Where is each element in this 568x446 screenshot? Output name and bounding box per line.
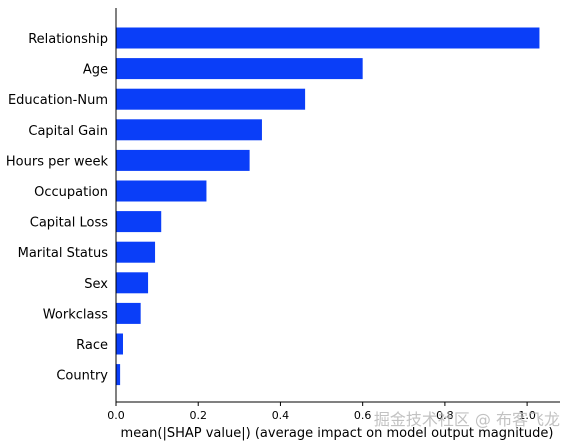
category-label: Capital Gain [28,124,108,139]
category-label: Occupation [34,185,108,200]
x-tick-label: 1.0 [518,409,536,422]
x-axis-title: mean(|SHAP value|) (average impact on mo… [121,426,554,441]
category-label: Race [76,338,108,353]
category-label: Relationship [28,32,108,47]
x-tick-label: 0.6 [354,409,372,422]
x-tick-label: 0.0 [107,409,125,422]
bar-hours-per-week [116,149,250,171]
x-tick-label: 0.4 [272,409,290,422]
category-label: Age [83,63,108,78]
category-label: Capital Loss [30,216,108,231]
bar-race [116,333,123,355]
x-ticks: 0.0 0.2 0.4 0.6 0.8 1.0 [107,402,536,422]
category-label: Education-Num [8,93,108,108]
category-label: Marital Status [18,246,109,261]
bar-education-num [116,88,306,110]
category-label: Workclass [43,307,108,322]
bar-workclass [116,302,141,324]
x-tick-label: 0.8 [436,409,454,422]
category-label: Hours per week [6,154,109,169]
bar-country [116,364,121,386]
x-tick-label: 0.2 [189,409,207,422]
bars-group [116,27,540,386]
category-label: Sex [84,277,108,292]
category-label: Country [56,369,108,384]
bar-marital-status [116,241,156,263]
watermark: 掘金技术社区 @ 布客飞龙 [374,410,560,429]
bar-capital-gain [116,119,262,141]
bar-occupation [116,180,207,202]
bar-sex [116,272,149,294]
bar-relationship [116,27,540,49]
bar-capital-loss [116,211,162,233]
category-labels: Relationship Age Education-Num Capital Gain… [6,32,109,384]
bar-age [116,58,363,80]
